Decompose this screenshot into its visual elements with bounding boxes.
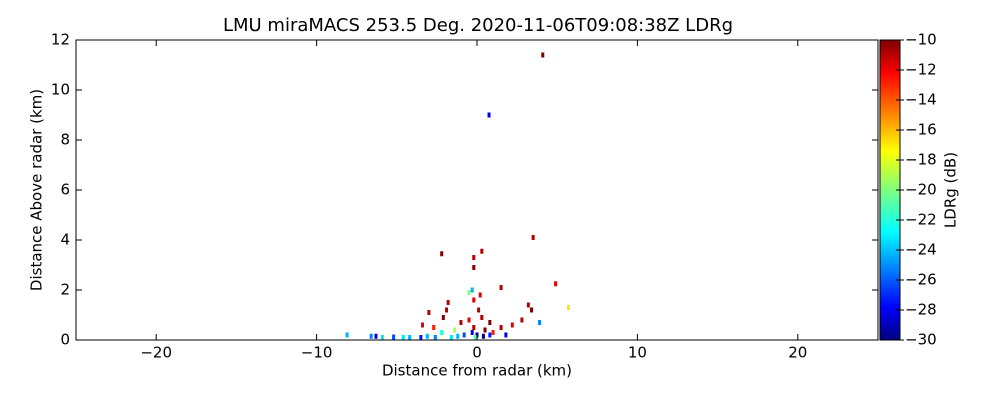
data-point [441,315,445,320]
data-point [401,335,405,340]
colorbar-tick-label: −26 [905,271,937,289]
x-axis-label: Distance from radar (km) [382,362,572,380]
colorbar-tick-label: −30 [905,331,937,349]
data-point [420,322,424,328]
data-point [432,325,436,330]
data-point [419,335,423,340]
data-point [487,112,491,118]
colorbar-tick-label: −18 [905,151,937,169]
data-point [488,320,492,325]
data-point [526,302,530,308]
data-point [470,287,474,293]
colorbar-tick-label: −10 [905,31,937,49]
data-point [446,300,450,305]
data-point [462,332,466,338]
data-point [520,317,524,323]
colorbar-tick-label: −12 [905,61,937,79]
y-axis-label: Distance Above radar (km) [28,89,46,291]
data-point [392,334,396,340]
data-point [453,327,457,333]
y-tick-label: 4 [60,231,70,249]
chart-title: LMU miraMACS 253.5 Deg. 2020-11-06T09:08… [223,15,733,36]
colorbar-tick-label: −28 [905,301,937,319]
data-point [480,315,484,320]
x-tick-label: −10 [301,344,333,362]
data-point [473,335,477,340]
data-point [483,327,487,333]
data-point [380,335,384,340]
data-point [538,320,542,325]
colorbar-tick-label: −24 [905,241,937,259]
data-point [531,235,535,240]
data-point [481,333,485,339]
data-point [477,307,481,313]
colorbar-tick-label: −22 [905,211,937,229]
y-tick-label: 6 [60,181,70,199]
data-point [541,52,545,58]
data-point [427,310,431,315]
data-point [374,333,378,339]
data-point [472,265,476,270]
data-point [445,307,449,313]
data-point [472,255,476,260]
x-tick-label: 10 [628,344,647,362]
data-point [425,333,429,339]
x-tick-label: 0 [472,344,482,362]
data-point [449,335,453,340]
data-point [491,330,495,335]
data-point [433,335,437,340]
y-tick-label: 8 [60,131,70,149]
y-tick-label: 10 [51,81,70,99]
colorbar-tick-label: −16 [905,121,937,139]
data-point [345,332,349,338]
data-point [408,335,412,340]
plot-frame [75,39,879,341]
data-point [499,325,503,330]
y-tick-label: 2 [60,281,70,299]
data-point [499,285,503,290]
x-tick-label: −20 [140,344,172,362]
data-point [488,332,492,338]
data-point [530,307,534,313]
colorbar-tick-label: −14 [905,91,937,109]
colorbar-tick-label: −20 [905,181,937,199]
data-point [472,325,476,330]
data-point [510,322,514,328]
data-point [456,333,460,339]
data-point [369,333,373,339]
data-point [504,332,508,338]
data-point [478,292,482,298]
y-tick-label: 0 [60,331,70,349]
data-point [480,248,484,254]
data-point [467,317,471,323]
data-point [440,251,444,257]
x-tick-label: 20 [788,344,807,362]
y-tick-label: 12 [51,31,70,49]
data-point [472,297,476,303]
data-point [566,305,570,310]
data-point [459,320,463,325]
data-point [467,290,471,295]
data-point [470,330,474,335]
data-point [440,330,444,335]
plot-marks [345,52,570,340]
colorbar-label: LDRg (dB) [942,152,960,228]
data-point [554,281,558,287]
